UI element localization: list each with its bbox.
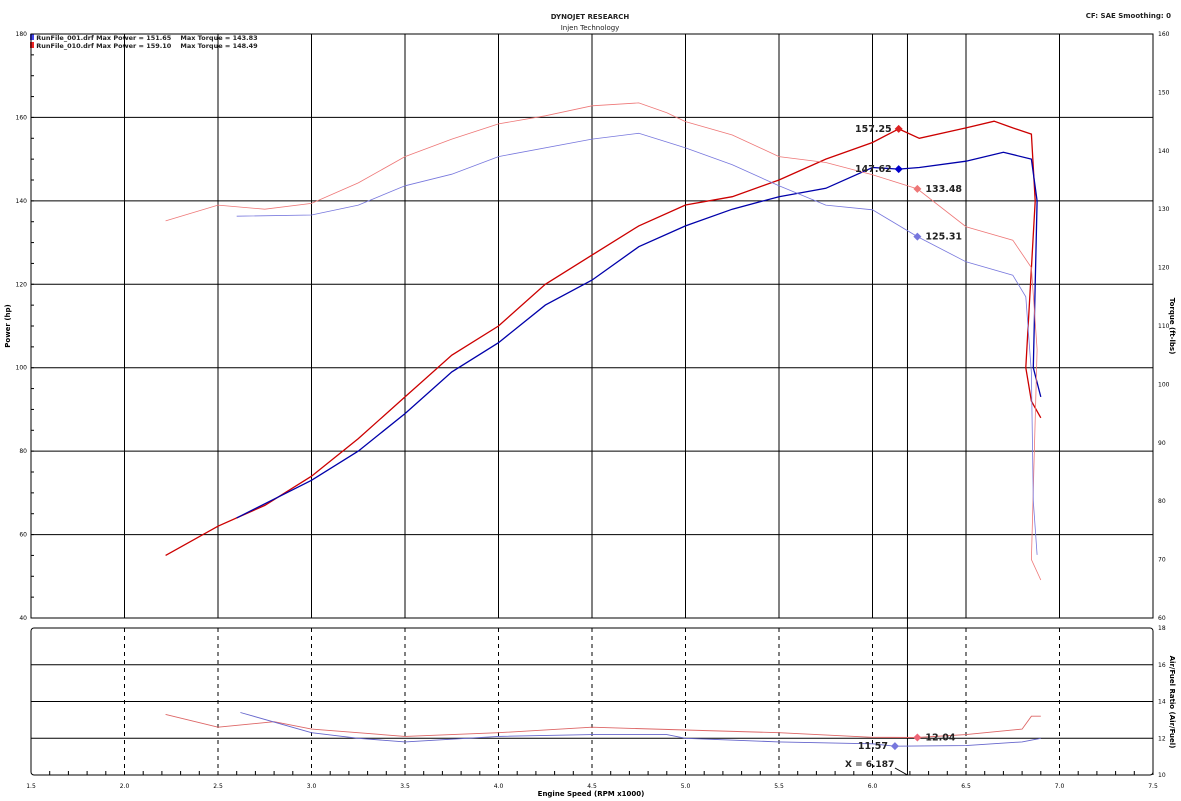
x-tick-label: 1.5 [26, 783, 36, 790]
x-tick-label: 6.5 [961, 783, 971, 790]
afr-line-RunFile_001-drf [240, 712, 1041, 747]
data-label: 125.31 [925, 232, 962, 243]
x-tick-label: 4.5 [587, 783, 597, 790]
legend-item: RunFile_010.drf Max Power = 159.10 Max T… [30, 42, 258, 50]
marker-diamond-icon [913, 184, 922, 193]
y-tick-label: 60 [19, 532, 27, 539]
data-label: 157.25 [855, 124, 892, 135]
y2-tick-label: 150 [1158, 89, 1170, 96]
cursor-leader-line [894, 767, 908, 776]
marker-diamond-icon [894, 124, 903, 133]
legend-file: RunFile_001.drf [36, 34, 94, 42]
y2-tick-label: 130 [1158, 206, 1170, 213]
chart-subtitle: Injen Technology [560, 24, 620, 32]
legend-file: RunFile_010.drf [36, 42, 94, 50]
x-tick-label: 2.0 [120, 783, 130, 790]
y2-tick-label: 120 [1158, 265, 1170, 272]
x-tick-label: 5.5 [774, 783, 784, 790]
x-tick-label: 3.0 [307, 783, 317, 790]
y2-tick-label: 110 [1158, 323, 1170, 330]
x-tick-label: 7.5 [1148, 783, 1158, 790]
power-line-RunFile_010-drf [165, 120, 1042, 556]
afr-tick-label: 10 [1158, 772, 1166, 779]
y2-tick-label: 70 [1158, 557, 1166, 564]
afr-tick-label: 12 [1158, 735, 1166, 742]
legend-power: Max Power = 151.65 [96, 34, 172, 42]
marker-diamond-icon [894, 165, 903, 174]
y-tick-label: 140 [16, 198, 28, 205]
afr-line-RunFile_010-drf [165, 713, 1041, 738]
afr-tick-label: 14 [1158, 699, 1166, 706]
legend-swatch-icon [30, 42, 34, 48]
y2-tick-label: 60 [1158, 615, 1166, 622]
y-tick-label: 120 [16, 281, 28, 288]
y2-tick-label: 140 [1158, 148, 1170, 155]
x-tick-label: 7.0 [1055, 783, 1065, 790]
chart-title: DYNOJET RESEARCH [550, 13, 630, 21]
legend-torque: Max Torque = 148.49 [180, 42, 258, 50]
y-tick-label: 80 [19, 448, 27, 455]
x-tick-label: 3.5 [400, 783, 410, 790]
data-label: 133.48 [925, 184, 962, 195]
y-tick-label: 40 [19, 615, 27, 622]
y-tick-label: 100 [16, 365, 28, 372]
torque-line-RunFile_010-drf [165, 102, 1042, 581]
y-tick-label: 160 [16, 114, 28, 121]
y-tick-label: 180 [16, 31, 28, 38]
power-line-RunFile_001-drf [236, 151, 1042, 519]
y-axis-label: Power (hp) [4, 304, 12, 347]
marker-diamond-icon [890, 742, 899, 751]
settings-text: CF: SAE Smoothing: 0 [1085, 12, 1171, 20]
legend-swatch-icon [30, 34, 34, 40]
y2-axis-label: Torque (ft-lbs) [1168, 298, 1176, 355]
legend-torque: Max Torque = 143.83 [180, 34, 258, 42]
afr-tick-label: 18 [1158, 625, 1166, 632]
y2-tick-label: 160 [1158, 31, 1170, 38]
afr-tick-label: 16 [1158, 662, 1166, 669]
x-tick-label: 6.0 [868, 783, 878, 790]
data-label: 12.04 [925, 733, 955, 744]
x-tick-label: 5.0 [681, 783, 691, 790]
data-label: 11.57 [858, 741, 888, 752]
x-tick-label: 4.0 [494, 783, 504, 790]
x-tick-label: 2.5 [213, 783, 223, 790]
legend-item: RunFile_001.drf Max Power = 151.65 Max T… [30, 34, 258, 42]
marker-diamond-icon [913, 733, 922, 742]
afr-axis-label: Air/Fuel Ratio (Air/Fuel) [1168, 656, 1176, 749]
cursor-label: X = 6.187 [845, 760, 894, 770]
y2-tick-label: 100 [1158, 381, 1170, 388]
y2-tick-label: 80 [1158, 498, 1166, 505]
legend-power: Max Power = 159.10 [96, 42, 172, 50]
torque-line-RunFile_001-drf [236, 132, 1038, 555]
x-axis-label: Engine Speed (RPM x1000) [538, 790, 645, 798]
data-label: 147.62 [855, 164, 892, 175]
legend: RunFile_001.drf Max Power = 151.65 Max T… [30, 34, 258, 50]
y2-tick-label: 90 [1158, 440, 1166, 447]
marker-diamond-icon [913, 232, 922, 241]
